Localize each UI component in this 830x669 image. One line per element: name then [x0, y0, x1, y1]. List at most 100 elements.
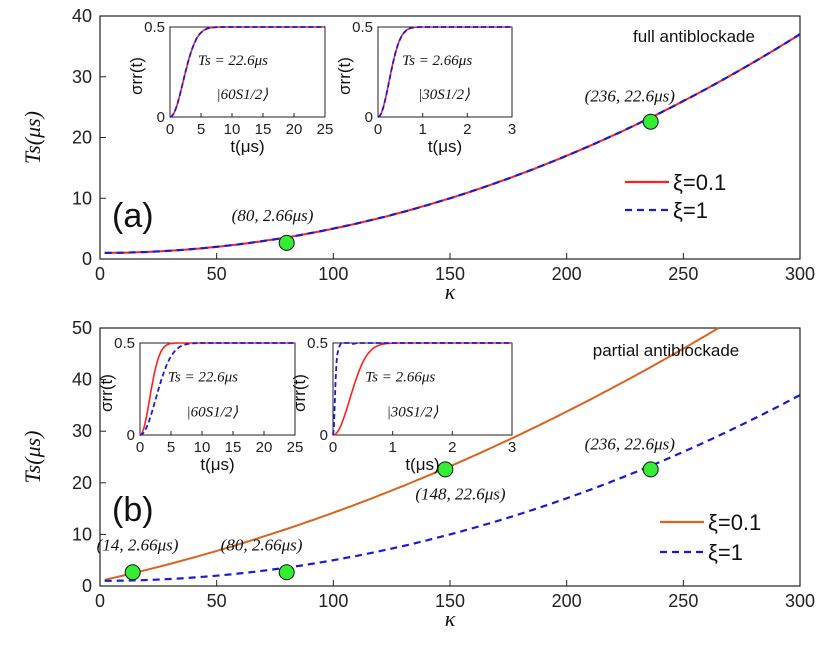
series-line-xi-1: [104, 33, 801, 254]
inset-x-tick-label: 0: [329, 439, 337, 456]
series-line-xi-1: [104, 394, 801, 582]
data-point: [642, 113, 659, 130]
y-tick-label: 30: [72, 421, 92, 441]
inset-x-tick-label: 10: [194, 439, 211, 456]
data-point-label: (80, 2.66μs): [221, 535, 303, 554]
inset-x-axis-label: t(μs): [200, 455, 234, 474]
inset-y-axis-label: σrr(t): [127, 57, 146, 95]
x-axis-label: κ: [445, 279, 456, 304]
inset-state-label: |60S1/2⟩: [217, 87, 269, 103]
inset-y-tick-label: 0: [127, 427, 135, 444]
inset-x-tick-label: 5: [197, 121, 205, 138]
x-tick-label: 200: [552, 591, 582, 611]
inset-annotation: Ts = 22.6μs: [168, 370, 238, 386]
inset-b-1: 0 1 2 3 0 0.5 t(μs) σrr(t) Ts = 2.66μs |30S1/2⟩: [290, 335, 516, 474]
x-tick-label: 100: [318, 264, 348, 284]
y-tick-label: 0: [82, 249, 92, 269]
y-tick-label: 20: [72, 128, 92, 148]
inset-x-tick-label: 20: [256, 439, 273, 456]
y-axis-label: Ts(μs): [20, 430, 45, 483]
inset-x-tick-label: 10: [224, 121, 241, 138]
legend-label: ξ=0.1: [673, 170, 726, 195]
y-tick-label: 0: [82, 576, 92, 596]
inset-series-line-xi-1: [377, 26, 512, 118]
data-point-label: (80, 2.66μs): [232, 206, 314, 225]
data-point: [124, 564, 141, 581]
inset-x-axis-label: t(μs): [405, 455, 439, 474]
inset-y-tick-label: 0.5: [307, 335, 328, 352]
inset-x-tick-label: 3: [508, 121, 516, 138]
inset-frame: [139, 342, 296, 436]
inset-x-tick-label: 1: [418, 121, 426, 138]
inset-y-axis-label: σrr(t): [290, 374, 309, 412]
inset-x-tick-label: 5: [167, 439, 175, 456]
panel-title: partial antiblockade: [593, 341, 739, 360]
inset-frame: [377, 26, 513, 118]
inset-y-tick-label: 0.5: [114, 335, 135, 352]
inset-frame: [169, 26, 326, 118]
x-tick-label: 200: [552, 264, 582, 284]
inset-x-tick-label: 2: [463, 121, 471, 138]
data-point-label: (14, 2.66μs): [97, 535, 179, 554]
x-tick-label: 50: [207, 264, 227, 284]
inset-series-line-xi-1: [169, 26, 325, 118]
inset-a-0: 0 5 10 15 20 25 0 0.5 t(μs) σrr(t) Ts = 22.6μs |60S…: [127, 19, 333, 156]
y-tick-label: 20: [72, 473, 92, 493]
inset-x-tick-label: 0: [136, 439, 144, 456]
y-tick-label: 10: [72, 524, 92, 544]
x-tick-label: 150: [435, 591, 465, 611]
inset-y-tick-label: 0: [365, 109, 373, 126]
y-tick-label: 30: [72, 67, 92, 87]
inset-x-tick-label: 25: [317, 121, 334, 138]
y-tick-label: 40: [72, 370, 92, 390]
inset-x-axis-label: t(μs): [428, 137, 462, 156]
data-point-label: (236, 22.6μs): [585, 87, 676, 106]
inset-series-line-xi-1: [139, 342, 295, 436]
inset-x-tick-label: 20: [286, 121, 303, 138]
inset-x-tick-label: 3: [508, 439, 516, 456]
legend-label: ξ=1: [673, 198, 708, 223]
inset-annotation: Ts = 2.66μs: [365, 370, 435, 386]
panel-b: 0 50 100 150 200 250 30001020304050κTs(μs)(14,…: [20, 318, 815, 631]
data-point: [642, 461, 659, 478]
data-point-label: (148, 22.6μs): [415, 484, 506, 503]
data-point: [437, 461, 454, 478]
inset-y-axis-label: σrr(t): [97, 374, 116, 412]
x-tick-label: 300: [785, 264, 815, 284]
x-tick-label: 0: [95, 264, 105, 284]
x-tick-label: 250: [668, 591, 698, 611]
inset-a-1: 0 1 2 3 0 0.5 t(μs) σrr(t) Ts = 2.66μs |30S1/2⟩: [335, 19, 516, 156]
x-tick-label: 50: [207, 591, 227, 611]
inset-annotation: Ts = 22.6μs: [198, 53, 268, 69]
y-axis-label: Ts(μs): [20, 111, 45, 164]
inset-x-tick-label: 15: [255, 121, 272, 138]
inset-state-label: |60S1/2⟩: [187, 405, 239, 421]
inset-x-tick-label: 2: [448, 439, 456, 456]
inset-x-tick-label: 25: [287, 439, 304, 456]
inset-y-tick-label: 0: [157, 109, 165, 126]
y-tick-label: 10: [72, 188, 92, 208]
inset-frame: [332, 342, 513, 436]
x-tick-label: 0: [95, 591, 105, 611]
inset-y-tick-label: 0.5: [352, 19, 373, 36]
inset-y-tick-label: 0.5: [144, 19, 165, 36]
x-tick-label: 100: [318, 591, 348, 611]
data-point-label: (236, 22.6μs): [585, 434, 676, 453]
x-tick-label: 250: [668, 264, 698, 284]
inset-x-tick-label: 0: [166, 121, 174, 138]
data-point: [278, 564, 295, 581]
legend-label: ξ=1: [708, 540, 743, 565]
panel-label: (b): [112, 491, 154, 529]
legend-label: ξ=0.1: [708, 510, 761, 535]
y-tick-label: 40: [72, 6, 92, 26]
inset-series-line-xi-1: [332, 342, 512, 436]
inset-x-tick-label: 0: [374, 121, 382, 138]
panel-title: full antiblockade: [633, 27, 755, 46]
x-tick-label: 150: [435, 264, 465, 284]
inset-x-axis-label: t(μs): [230, 137, 264, 156]
inset-state-label: |30S1/2⟩: [387, 405, 439, 421]
panel-label: (a): [112, 197, 154, 235]
inset-x-tick-label: 1: [388, 439, 396, 456]
